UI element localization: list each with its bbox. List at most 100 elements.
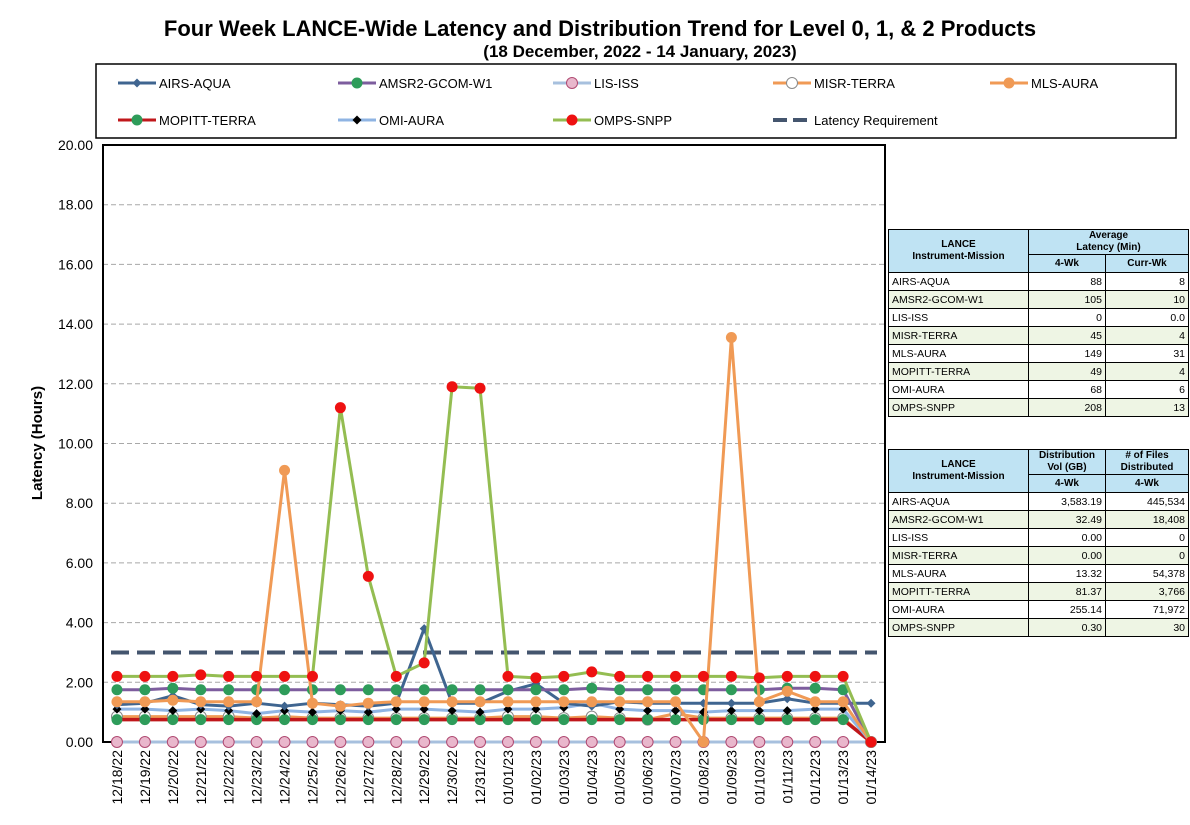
data-point — [614, 684, 626, 696]
data-point — [837, 684, 849, 696]
data-point — [167, 682, 179, 694]
row-name: MISR-TERRA — [888, 326, 1029, 345]
data-point — [278, 736, 291, 748]
data-point — [306, 736, 319, 748]
data-point — [250, 736, 263, 748]
x-tick-label: 12/19/22 — [137, 750, 153, 805]
data-point — [786, 77, 798, 89]
row-value: 13 — [1104, 398, 1190, 417]
latency-table-header-instrument: LANCE Instrument-Mission — [888, 229, 1029, 273]
data-point — [697, 670, 709, 682]
data-point — [726, 706, 736, 716]
x-tick-label: 01/11/23 — [779, 750, 795, 804]
data-point — [615, 704, 625, 714]
data-point — [558, 714, 570, 726]
row-value: 4 — [1104, 362, 1190, 381]
data-point — [138, 736, 151, 748]
distribution-table-header-volume: Distribution Vol (GB) — [1028, 449, 1106, 475]
y-axis-label: Latency (Hours) — [29, 386, 46, 500]
data-point — [391, 704, 401, 714]
y-tick-label: 2.00 — [66, 674, 93, 690]
data-point — [334, 714, 346, 726]
x-tick-label: 12/30/22 — [444, 750, 460, 805]
x-tick-label: 12/27/22 — [360, 750, 376, 805]
series-line — [116, 627, 872, 708]
data-point — [418, 684, 430, 696]
data-point — [530, 672, 542, 684]
data-point — [530, 696, 542, 708]
data-point — [252, 709, 262, 719]
data-point — [725, 670, 737, 682]
data-point — [110, 736, 123, 748]
data-point — [837, 670, 849, 682]
legend-label: MOPITT-TERRA — [159, 113, 256, 128]
row-value: 149 — [1028, 344, 1106, 363]
row-value: 88 — [1028, 272, 1106, 291]
data-point — [139, 670, 151, 682]
data-point — [362, 570, 374, 582]
data-point — [223, 714, 235, 726]
data-point — [531, 704, 541, 714]
table-row: MISR-TERRA 45 4 — [888, 326, 1190, 345]
data-point — [251, 670, 263, 682]
data-point — [670, 670, 682, 682]
data-point — [501, 736, 514, 748]
latency-table-subheader-currwk: Curr-Wk — [1104, 254, 1190, 273]
row-value: 208 — [1028, 398, 1106, 417]
row-value: 445,534 — [1105, 492, 1189, 511]
data-point — [585, 736, 598, 748]
data-point — [195, 669, 207, 681]
data-point — [390, 684, 402, 696]
data-point — [866, 698, 876, 708]
data-point — [223, 696, 235, 708]
data-point — [390, 714, 402, 726]
series-lis-iss — [110, 736, 878, 748]
data-point — [446, 684, 458, 696]
data-point — [168, 706, 178, 716]
row-name: OMI-AURA — [888, 380, 1029, 399]
data-point — [195, 684, 207, 696]
data-point — [782, 706, 792, 716]
data-point — [670, 714, 682, 726]
data-point — [362, 697, 374, 709]
y-axis: 0.00 2.00 4.00 6.00 8.00 10.00 12.00 14.00 16.00… — [58, 137, 93, 750]
data-point — [753, 714, 765, 726]
data-point — [140, 704, 150, 714]
data-point — [614, 714, 626, 726]
row-value: 0.00 — [1028, 546, 1106, 565]
row-value: 32.49 — [1028, 510, 1106, 529]
data-point — [781, 670, 793, 682]
data-point — [502, 670, 514, 682]
data-point — [725, 332, 737, 344]
table-row: MLS-AURA 13.32 54,378 — [888, 564, 1189, 583]
table-row: LIS-ISS 0.00 0 — [888, 528, 1189, 547]
data-point — [251, 696, 263, 708]
x-tick-label: 01/06/23 — [640, 750, 656, 805]
data-point — [643, 706, 653, 716]
data-point — [111, 696, 123, 708]
legend-label: AIRS-AQUA — [159, 76, 231, 91]
data-point — [167, 714, 179, 726]
data-point — [334, 736, 347, 748]
data-point — [362, 714, 374, 726]
data-point — [558, 670, 570, 682]
row-value: 18,408 — [1105, 510, 1189, 529]
header-line: Instrument-Mission — [912, 471, 1005, 482]
data-point — [474, 382, 486, 394]
x-tick-label: 01/05/23 — [612, 750, 628, 805]
data-point — [111, 670, 123, 682]
data-point — [279, 714, 291, 726]
series-line — [116, 717, 873, 744]
x-tick-label: 01/12/23 — [807, 750, 823, 805]
data-point — [446, 714, 458, 726]
header-line: Distribution — [1038, 450, 1096, 462]
data-point — [306, 714, 318, 726]
legend-label: LIS-ISS — [594, 76, 639, 91]
series-omps-snpp — [111, 381, 877, 748]
x-tick-label: 01/03/23 — [556, 750, 572, 805]
row-name: MLS-AURA — [888, 564, 1029, 583]
data-point — [306, 670, 318, 682]
row-value: 3,766 — [1105, 582, 1189, 601]
data-point — [251, 714, 263, 726]
